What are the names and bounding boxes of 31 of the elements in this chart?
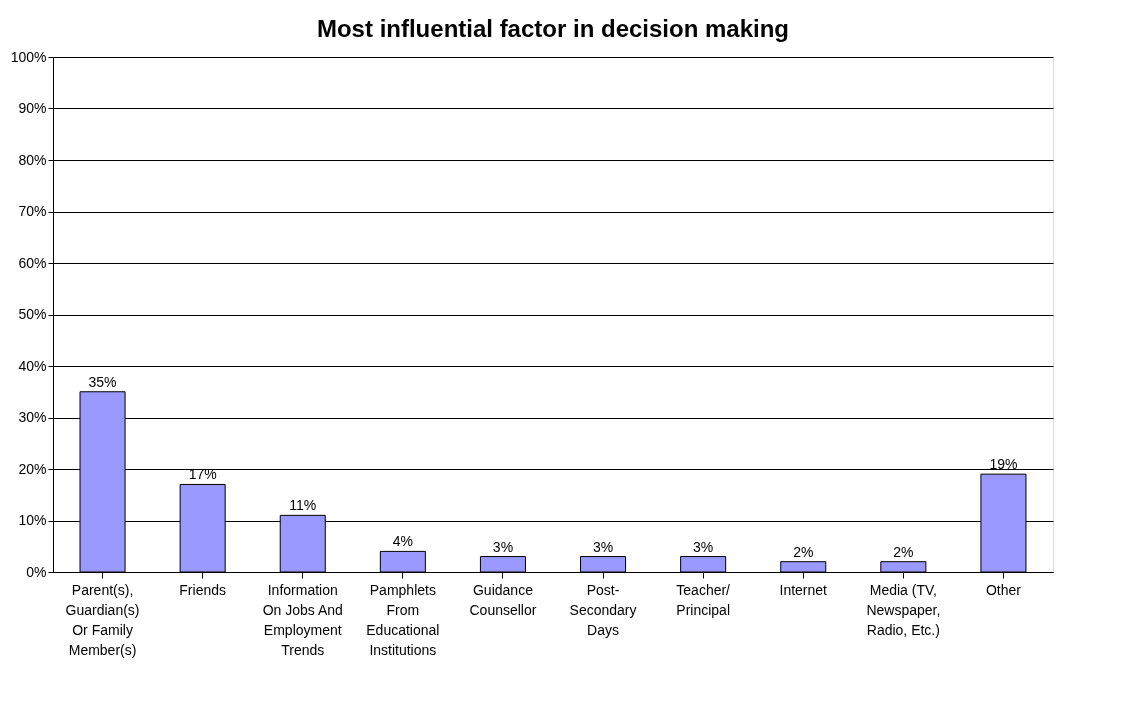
x-tick-label: Media (TV, Newspaper, Radio, Etc.) xyxy=(866,582,941,638)
y-tick-label: 70% xyxy=(18,203,47,219)
data-label: 11% xyxy=(289,497,317,514)
data-label: 2% xyxy=(893,543,914,560)
x-tick-label: Pamphlets From Educational Institutions xyxy=(366,582,440,658)
data-label: 19% xyxy=(989,456,1018,473)
y-tick-label: 0% xyxy=(26,563,47,580)
data-label: 2% xyxy=(793,543,814,560)
y-tick-label: 50% xyxy=(18,306,47,322)
y-tick-label: 20% xyxy=(18,460,47,477)
y-tick-label: 100% xyxy=(10,48,47,65)
x-tick-label: Parent(s), Guardian(s) Or Family Member(s) xyxy=(65,582,140,658)
x-tick-label: Post-Secondary Days xyxy=(569,582,637,638)
y-tick-label: 40% xyxy=(18,357,47,374)
y-tick-label: 90% xyxy=(18,100,47,116)
data-label: 3% xyxy=(592,538,614,555)
data-label: 3% xyxy=(693,538,714,555)
y-tick-label: 30% xyxy=(18,409,47,425)
chart-title: Most influential factor in decision making xyxy=(316,15,790,42)
y-tick-label: 60% xyxy=(18,254,47,271)
x-tick-label: Teacher/Principal xyxy=(676,582,731,618)
y-tick-label: 80% xyxy=(18,151,47,168)
x-tick-label: Friends xyxy=(179,582,226,598)
data-label: 35% xyxy=(88,373,117,390)
x-tick-label: Internet xyxy=(779,582,828,598)
data-label: 3% xyxy=(492,538,514,555)
x-tick-label: Information On Jobs And Employment Trends xyxy=(262,582,343,658)
data-label: 4% xyxy=(392,533,413,550)
x-tick-label: Other xyxy=(985,582,1022,598)
x-tick-label: Guidance Counsellor xyxy=(469,582,537,618)
y-tick-label: 10% xyxy=(18,512,47,528)
